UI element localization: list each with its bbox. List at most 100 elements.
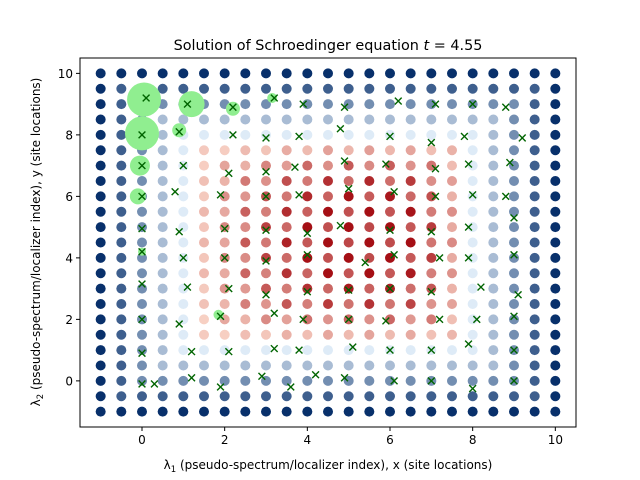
density-dot [157,129,168,140]
density-dot [550,145,561,156]
density-dot [405,114,416,125]
density-dot [385,299,395,309]
site-x-marker [460,132,469,141]
density-dot [95,83,106,94]
density-dot [426,406,437,417]
x-stroke [216,383,225,391]
chart-title: Solution of Schroedinger equation t = 4.… [174,38,483,54]
density-dot [405,145,416,156]
density-dot [137,329,147,340]
site-x-marker [224,169,233,178]
chart-title-prefix: Solution of Schroedinger equation [174,38,424,54]
density-dot [488,375,499,386]
x-stroke [179,253,188,262]
density-dot [447,114,457,125]
density-dot [240,252,251,263]
density-dot [405,299,416,309]
density-dot [405,268,416,279]
x-stroke [303,250,312,259]
density-dot [199,252,209,263]
density-dot [323,222,333,233]
density-dot [261,206,271,217]
density-dot [302,114,313,125]
density-dot [95,314,106,325]
site-x-marker [295,190,303,199]
density-dot [281,391,292,402]
density-dot [385,391,395,402]
density-dot [261,283,271,294]
density-dot [343,237,354,248]
density-dot [199,360,209,371]
density-dot [178,114,189,125]
density-dot [95,391,106,402]
density-dot [364,314,375,325]
x-stroke [138,161,146,170]
density-dot [116,314,127,325]
density-dot [323,283,333,294]
site-x-marker [464,340,473,348]
density-dot [467,299,478,309]
density-dot [302,268,313,279]
y-tick-label: 10 [58,67,73,81]
site-x-marker [510,346,518,355]
density-dot [302,406,313,417]
x-stroke [514,290,523,299]
site-x-marker [361,258,370,267]
x-stroke [390,187,399,196]
site-x-marker [381,317,390,325]
density-dot [178,329,189,340]
x-stroke [472,315,481,324]
density-dot [467,406,478,417]
density-dot [509,299,519,309]
density-dot [281,145,292,156]
site-x-marker [464,253,473,262]
x-stroke [138,130,146,139]
density-dot [364,329,375,340]
x-stroke [299,100,308,109]
density-dot [199,283,209,294]
density-dot [364,145,375,156]
density-dot [219,145,230,156]
density-dot [343,375,354,386]
x-stroke [460,132,469,141]
density-dot [488,206,499,217]
density-dot [302,360,313,371]
density-dot [178,68,189,79]
site-x-marker [138,315,146,324]
x-stroke [386,346,394,355]
density-dot [116,360,127,371]
density-dot [426,145,437,156]
site-x-marker [505,158,514,167]
density-dot [157,145,168,156]
density-dot [219,391,230,402]
density-dot [550,406,561,417]
site-x-marker [348,343,357,351]
site-x-marker [138,380,146,388]
density-dot [343,222,354,233]
x-tick-label: 0 [138,433,146,447]
density-dot [240,145,251,156]
density-dot [95,160,106,171]
density-dot [157,375,168,386]
site-x-marker [510,214,518,222]
density-dot [447,83,457,94]
density-dot [364,406,375,417]
density-dot [302,329,313,340]
density-dot [116,68,127,79]
density-dot [281,206,292,217]
density-dot [302,68,313,79]
density-dot [178,268,189,279]
density-dot [529,160,540,171]
density-dot [405,129,416,140]
site-x-marker [303,229,312,238]
density-dot [509,222,519,233]
site-location-markers [138,94,527,393]
density-dot [95,114,106,125]
density-dot [364,237,375,248]
density-dot [199,268,209,279]
density-dot [240,160,251,171]
density-dot [261,406,271,417]
site-x-marker [386,346,394,355]
site-x-marker [311,370,320,379]
density-dot [219,83,230,94]
